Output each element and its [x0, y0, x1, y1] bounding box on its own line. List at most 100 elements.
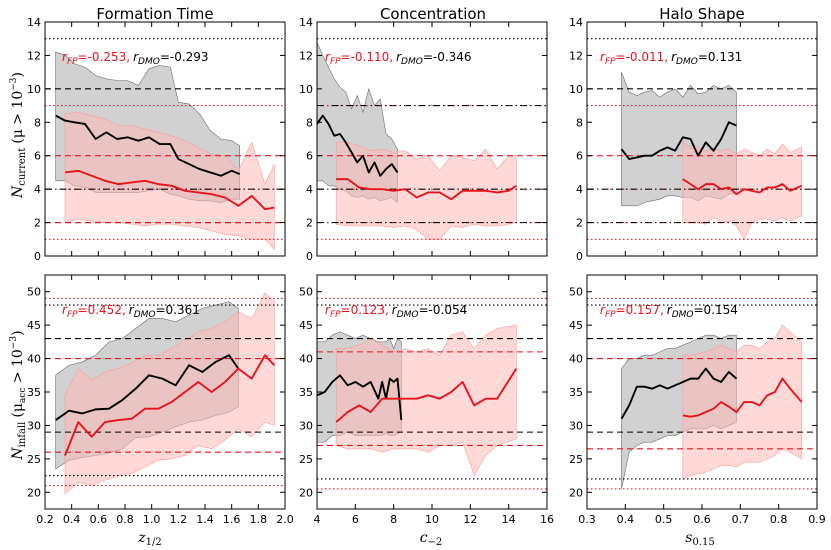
xlabel-col2: s0.15: [685, 530, 714, 548]
panel-0-0-frame: [44, 21, 286, 257]
ytick-label-panel-0-2-0: 0: [576, 250, 583, 263]
ytick-label-panel-0-0-4: 8: [34, 116, 41, 129]
ytick-label-panel-0-1-6: 12: [299, 49, 313, 62]
ytick-label-panel-1-1-4: 40: [299, 353, 313, 366]
ytick-label-panel-0-2-2: 4: [576, 183, 583, 196]
ytick-label-panel-1-0-3: 35: [27, 386, 41, 399]
panel-0-0-line-fp: [64, 169, 275, 211]
ytick-label-panel-1-1-6: 50: [299, 286, 313, 299]
xtick-label-col1-0: 4: [314, 513, 321, 526]
annotation-panel-0-0: rFP=-0.253, rDMO=-0.293: [62, 50, 209, 67]
xtick-label-col2-1: 0.4: [617, 513, 635, 526]
ytick-label-panel-1-2-0: 20: [569, 486, 583, 499]
panel-0-1-line-fp: [336, 178, 517, 201]
svg-text:rFP=-0.253,rDMO=-0.293: rFP=-0.253, rDMO=-0.293: [62, 50, 209, 67]
svg-text:rFP=0.157,rDMO=0.154: rFP=0.157, rDMO=0.154: [600, 303, 738, 320]
panel-1-2-line-dmo: [620, 367, 738, 420]
panel-1-1-line-fp: [335, 368, 518, 423]
ytick-label-panel-1-1-0: 20: [299, 486, 313, 499]
ytick-label-panel-0-2-1: 2: [576, 217, 583, 230]
panel-1-0-band-fp: [64, 292, 275, 495]
xtick-label-col0-2: 0.6: [90, 513, 108, 526]
xtick-label-col2-6: 0.9: [808, 513, 826, 526]
xtick-label-col1-6: 16: [540, 513, 554, 526]
panel-0-0-line-dmo: [55, 114, 241, 177]
ytick-label-panel-1-2-1: 25: [569, 453, 583, 466]
axis-ticks: 0 2 4 6 8 10 12 14 0 2 4 6 8 10 12 14 0 2 4 6 8 10 12 14 0.2 0.4 0…: [27, 16, 826, 526]
ytick-label-panel-0-1-2: 4: [306, 183, 313, 196]
xtick-label-col0-1: 0.4: [63, 513, 81, 526]
ytick-label-panel-0-2-6: 12: [569, 49, 583, 62]
ytick-label-panel-1-1-3: 35: [299, 386, 313, 399]
panel-0-2-line-dmo: [620, 121, 737, 161]
ytick-label-panel-0-1-1: 2: [306, 217, 313, 230]
xtick-label-col1-5: 14: [502, 513, 516, 526]
xtick-label-col0-7: 1.6: [223, 513, 241, 526]
xtick-label-col2-5: 0.8: [770, 513, 788, 526]
title-formation-time: Formation Time: [96, 5, 213, 23]
reference-lines: [45, 38, 817, 490]
panel-1-2-line-fp: [682, 377, 803, 418]
ytick-label-panel-0-2-5: 10: [569, 83, 583, 96]
median-lines: [55, 114, 803, 456]
annotation-panel-0-1: rFP=-0.110, rDMO=-0.346: [325, 50, 472, 67]
ytick-label-panel-0-0-6: 12: [27, 49, 41, 62]
panel-0-2-line-fp: [682, 178, 803, 196]
ytick-label-panel-1-0-5: 45: [27, 319, 41, 332]
ytick-label-panel-0-1-4: 8: [306, 116, 313, 129]
ytick-label-panel-0-0-5: 10: [27, 83, 41, 96]
panel-1-0-line-fp: [64, 354, 276, 456]
xtick-label-col1-4: 12: [463, 513, 477, 526]
ytick-label-panel-0-0-7: 14: [27, 16, 41, 29]
panel-1-2-band-fp: [682, 324, 802, 480]
ytick-label-panel-0-2-7: 14: [569, 16, 583, 29]
annotation-panel-1-1: rFP=0.123, rDMO=-0.054: [325, 303, 467, 320]
panel-1-1-line-dmo: [316, 374, 403, 421]
panel-1-0-line-dmo: [55, 354, 240, 421]
ytick-label-panel-0-1-5: 10: [299, 83, 313, 96]
ytick-label-panel-0-1-7: 14: [299, 16, 313, 29]
ytick-label-panel-1-1-1: 25: [299, 453, 313, 466]
ylabel-row0: Ncurrent(μ > 10−3): [9, 72, 28, 199]
xtick-label-col0-9: 2.0: [276, 513, 294, 526]
xtick-label-col1-2: 8: [390, 513, 397, 526]
ytick-label-panel-1-0-0: 20: [27, 486, 41, 499]
ylabel-row1: Ninfall(μacc > 10−3): [9, 330, 28, 460]
xtick-label-col0-8: 1.8: [250, 513, 268, 526]
xtick-label-col0-4: 1.0: [143, 513, 161, 526]
ytick-label-panel-0-0-0: 0: [34, 250, 41, 263]
ytick-label-panel-1-1-5: 45: [299, 319, 313, 332]
xtick-label-col0-5: 1.2: [170, 513, 188, 526]
ytick-label-panel-0-0-1: 2: [34, 217, 41, 230]
svg-text:rFP=-0.011,rDMO=0.131: rFP=-0.011, rDMO=0.131: [600, 50, 742, 67]
panel-0-0-band-fp: [64, 111, 275, 251]
ytick-label-panel-1-2-4: 40: [569, 353, 583, 366]
ytick-label-panel-1-2-2: 30: [569, 419, 583, 432]
svg-text:rFP=0.123,rDMO=-0.054: rFP=0.123, rDMO=-0.054: [325, 303, 467, 320]
xtick-label-col2-4: 0.7: [732, 513, 750, 526]
ytick-label-panel-0-2-4: 8: [576, 116, 583, 129]
xtick-label-col2-0: 0.3: [578, 513, 596, 526]
ytick-label-panel-0-1-3: 6: [306, 150, 313, 163]
ytick-label-panel-1-0-2: 30: [27, 419, 41, 432]
xtick-label-col2-3: 0.6: [693, 513, 711, 526]
xtick-label-col1-3: 10: [425, 513, 439, 526]
ytick-label-panel-1-2-5: 45: [569, 319, 583, 332]
ytick-label-panel-0-1-0: 0: [306, 250, 313, 263]
title-concentration: Concentration: [380, 5, 486, 23]
ytick-label-panel-1-2-3: 35: [569, 386, 583, 399]
annotation-panel-0-2: rFP=-0.011, rDMO=0.131: [600, 50, 742, 67]
ytick-label-panel-1-0-4: 40: [27, 353, 41, 366]
xtick-label-col0-0: 0.2: [36, 513, 54, 526]
svg-text:rFP=0.452,rDMO=0.361: rFP=0.452, rDMO=0.361: [62, 303, 200, 320]
xtick-label-col0-3: 0.8: [116, 513, 134, 526]
svg-text:rFP=-0.110,rDMO=-0.346: rFP=-0.110, rDMO=-0.346: [325, 50, 472, 67]
ytick-label-panel-1-0-1: 25: [27, 453, 41, 466]
annotation-panel-1-2: rFP=0.157, rDMO=0.154: [600, 303, 738, 320]
annotation-panel-1-0: rFP=0.452, rDMO=0.361: [62, 303, 200, 320]
xtick-label-col1-1: 6: [352, 513, 359, 526]
title-halo-shape: Halo Shape: [659, 5, 745, 23]
ytick-label-panel-0-0-2: 4: [34, 183, 41, 196]
ytick-label-panel-0-0-3: 6: [34, 150, 41, 163]
